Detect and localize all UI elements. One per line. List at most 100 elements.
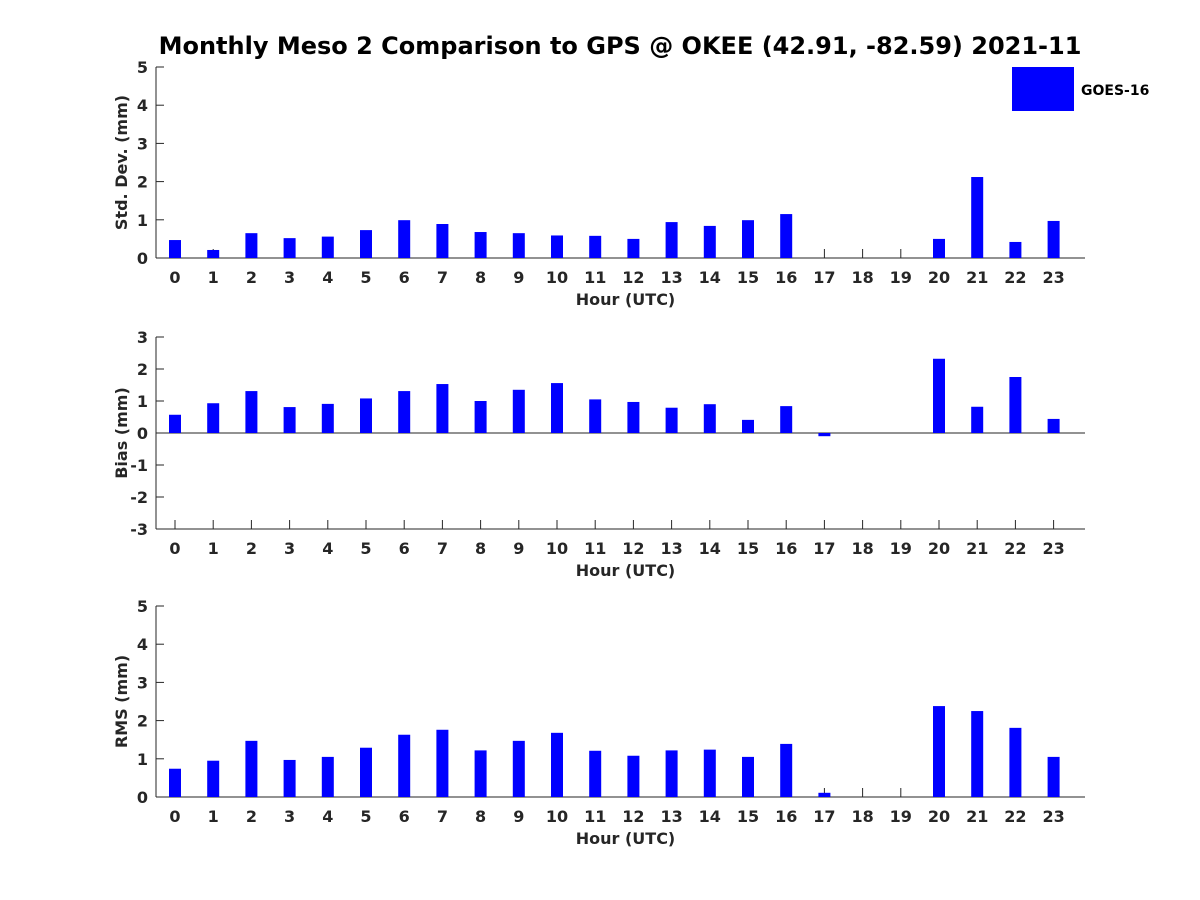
bar xyxy=(780,743,793,797)
y-tick-label: 1 xyxy=(137,392,148,411)
bar xyxy=(589,750,602,797)
x-tick-label: 8 xyxy=(475,539,486,558)
x-tick-label: 9 xyxy=(513,807,524,826)
x-tick-label: 16 xyxy=(775,539,797,558)
x-tick-label: 19 xyxy=(890,539,912,558)
bar xyxy=(818,433,831,437)
x-tick-label: 12 xyxy=(622,539,644,558)
bar xyxy=(283,407,296,433)
bar xyxy=(665,222,678,258)
bar xyxy=(398,391,411,433)
bar xyxy=(169,414,181,433)
x-tick-label: 19 xyxy=(890,268,912,287)
bar xyxy=(474,401,487,433)
y-tick-label: 1 xyxy=(137,211,148,230)
x-tick-label: 20 xyxy=(928,539,950,558)
x-tick-label: 18 xyxy=(851,268,873,287)
y-tick-label: 3 xyxy=(137,134,148,153)
x-tick-label: 3 xyxy=(284,807,295,826)
legend-swatch xyxy=(1012,67,1074,111)
x-tick-label: 1 xyxy=(208,807,219,826)
x-tick-label: 22 xyxy=(1004,539,1026,558)
y-tick-label: 5 xyxy=(137,597,148,616)
x-tick-label: 14 xyxy=(699,807,721,826)
bar xyxy=(703,749,716,797)
x-tick-label: 0 xyxy=(169,539,180,558)
bar xyxy=(207,403,220,433)
bar xyxy=(551,383,563,433)
x-tick-label: 3 xyxy=(284,539,295,558)
x-tick-label: 11 xyxy=(584,268,606,287)
x-tick-label: 14 xyxy=(699,539,721,558)
bar xyxy=(665,750,678,797)
bar xyxy=(474,232,487,258)
x-tick-label: 8 xyxy=(475,268,486,287)
bar xyxy=(971,406,984,433)
bar xyxy=(1009,377,1022,433)
y-tick-label: 2 xyxy=(137,360,148,379)
bar xyxy=(436,384,449,433)
bar xyxy=(780,406,793,433)
y-tick-label: -3 xyxy=(130,520,148,539)
bar xyxy=(1047,418,1060,433)
x-tick-label: 16 xyxy=(775,807,797,826)
y-tick-label: 0 xyxy=(137,424,148,443)
y-tick-label: 2 xyxy=(137,173,148,192)
x-tick-label: 22 xyxy=(1004,807,1026,826)
bar xyxy=(1009,727,1022,797)
bar xyxy=(933,358,945,433)
x-tick-label: 0 xyxy=(169,268,180,287)
x-tick-label: 10 xyxy=(546,807,568,826)
x-axis-label: Hour (UTC) xyxy=(576,829,676,848)
legend-label: GOES-16 xyxy=(1081,83,1149,99)
x-tick-label: 4 xyxy=(322,807,333,826)
bar xyxy=(360,398,372,433)
bar xyxy=(551,235,563,258)
bar xyxy=(1047,220,1060,258)
x-tick-label: 16 xyxy=(775,268,797,287)
bar xyxy=(742,220,754,258)
y-tick-label: -2 xyxy=(130,488,148,507)
bar xyxy=(627,755,640,797)
y-tick-label: 3 xyxy=(137,328,148,347)
bar xyxy=(933,238,945,258)
bar xyxy=(283,759,296,797)
x-tick-label: 4 xyxy=(322,539,333,558)
x-tick-label: 23 xyxy=(1042,268,1064,287)
y-tick-label: 4 xyxy=(137,635,148,654)
bar xyxy=(551,732,563,797)
bar xyxy=(321,403,334,433)
x-tick-label: 21 xyxy=(966,539,988,558)
x-tick-label: 6 xyxy=(399,807,410,826)
x-tick-label: 2 xyxy=(246,268,257,287)
bar xyxy=(703,404,716,433)
x-tick-label: 12 xyxy=(622,268,644,287)
x-tick-label: 10 xyxy=(546,539,568,558)
bar xyxy=(245,740,258,797)
bar xyxy=(665,407,678,433)
x-tick-label: 8 xyxy=(475,807,486,826)
bar xyxy=(321,236,334,258)
x-tick-label: 13 xyxy=(660,807,682,826)
bar xyxy=(169,240,181,258)
bar xyxy=(703,225,716,258)
x-tick-label: 13 xyxy=(660,539,682,558)
bar xyxy=(512,740,525,797)
bar xyxy=(245,233,258,258)
x-tick-label: 2 xyxy=(246,807,257,826)
legend: GOES-16 xyxy=(1012,67,1149,111)
bar xyxy=(627,401,640,433)
bar xyxy=(1047,756,1060,797)
x-tick-label: 3 xyxy=(284,268,295,287)
x-tick-label: 6 xyxy=(399,539,410,558)
x-axis-label: Hour (UTC) xyxy=(576,290,676,309)
x-tick-label: 17 xyxy=(813,539,835,558)
bar xyxy=(360,747,372,797)
x-tick-label: 4 xyxy=(322,268,333,287)
bar xyxy=(818,792,831,797)
